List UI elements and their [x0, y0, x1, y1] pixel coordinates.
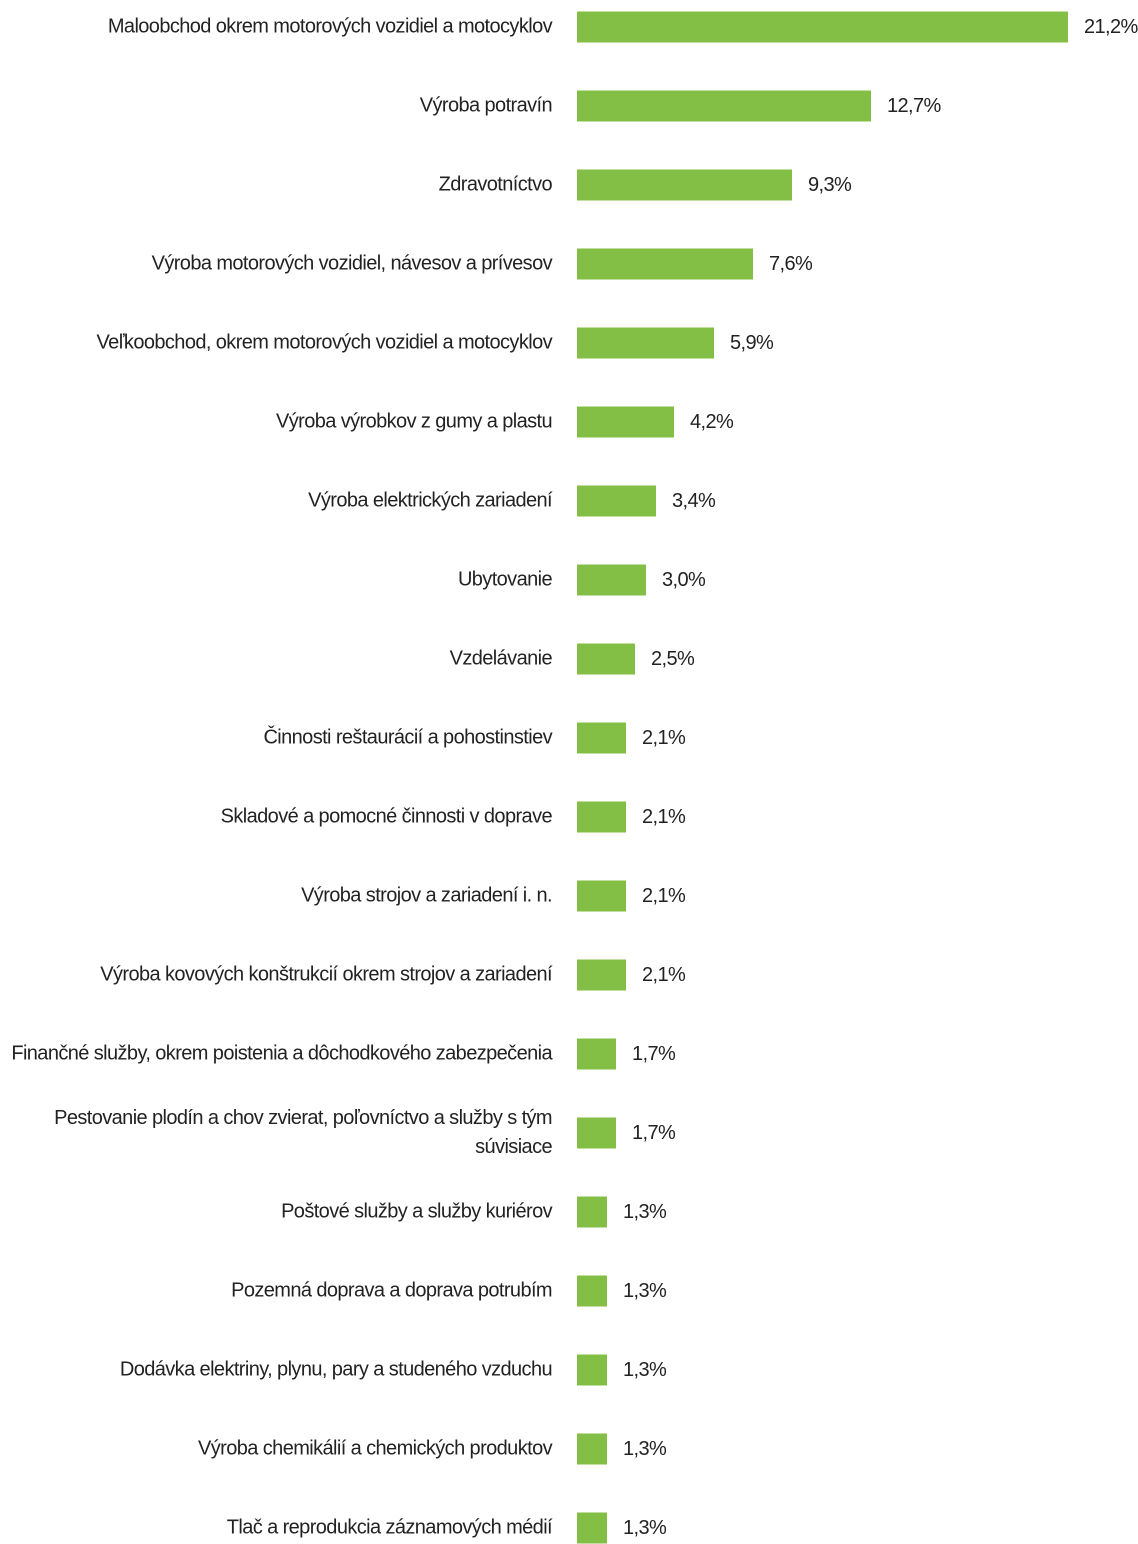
category-label: Činnosti reštaurácií a pohostinstiev [263, 726, 552, 749]
bar [577, 1275, 607, 1307]
bar [577, 1354, 607, 1386]
value-label: 2,1% [642, 885, 686, 907]
category-label: Vzdelávanie [449, 647, 553, 670]
bar [577, 327, 714, 359]
category-label: Výroba výrobkov z gumy a plastu [276, 410, 553, 433]
value-label: 1,3% [623, 1280, 667, 1302]
value-label: 2,1% [642, 806, 686, 828]
value-label: 1,3% [623, 1517, 667, 1539]
category-label: Tlač a reprodukcia záznamových médií [226, 1516, 553, 1539]
bar [577, 959, 626, 991]
category-label: Poštové služby a služby kuriérov [281, 1200, 553, 1223]
value-label: 1,3% [623, 1438, 667, 1460]
bar [577, 801, 626, 833]
value-label: 2,1% [642, 727, 686, 749]
category-label: Veľkoobchod, okrem motorových vozidiel a… [96, 331, 553, 354]
value-label: 2,1% [642, 964, 686, 986]
bar [577, 880, 626, 912]
category-label: Ubytovanie [457, 568, 553, 591]
value-label: 4,2% [690, 411, 734, 433]
value-label: 7,6% [769, 253, 813, 275]
category-label: Výroba strojov a zariadení i. n. [301, 884, 553, 907]
category-label: Pestovanie plodín a chov zvierat, poľovn… [54, 1107, 552, 1158]
bar [577, 1512, 607, 1544]
value-label: 1,3% [623, 1359, 667, 1381]
bar [577, 485, 656, 517]
category-label: Výroba kovových konštrukcií okrem strojo… [100, 963, 552, 986]
category-label: Pozemná doprava a doprava potrubím [231, 1279, 553, 1302]
bar [577, 11, 1068, 43]
category-label: Výroba elektrických zariadení [308, 489, 552, 512]
value-label: 2,5% [651, 648, 695, 670]
category-label: Finančné služby, okrem poistenia a dôcho… [11, 1042, 552, 1065]
value-label: 21,2% [1084, 16, 1138, 38]
category-label: Výroba potravín [419, 94, 553, 117]
category-label: Skladové a pomocné činnosti v doprave [220, 805, 553, 828]
bar [577, 564, 646, 596]
value-label: 9,3% [808, 174, 852, 196]
bar [577, 643, 635, 675]
category-label: Zdravotníctvo [438, 173, 553, 196]
value-label: 3,4% [672, 490, 716, 512]
bar [577, 1117, 616, 1149]
category-label: Výroba chemikálií a chemických produktov [198, 1437, 553, 1460]
bar [577, 1038, 616, 1070]
category-label: Dodávka elektriny, plynu, pary a studené… [119, 1358, 553, 1381]
value-label: 1,3% [623, 1201, 667, 1223]
value-label: 1,7% [632, 1043, 676, 1065]
bar [577, 1196, 607, 1228]
value-label: 3,0% [662, 569, 706, 591]
value-label: 12,7% [887, 95, 941, 117]
bar [577, 406, 674, 438]
value-label: 5,9% [730, 332, 774, 354]
category-label: Maloobchod okrem motorových vozidiel a m… [107, 15, 553, 38]
bar [577, 248, 753, 280]
bar [577, 722, 626, 754]
bar [577, 1433, 607, 1465]
category-label: Výroba motorových vozidiel, návesov a pr… [151, 252, 553, 275]
value-label: 1,7% [632, 1122, 676, 1144]
bar [577, 90, 871, 122]
bar [577, 169, 792, 201]
